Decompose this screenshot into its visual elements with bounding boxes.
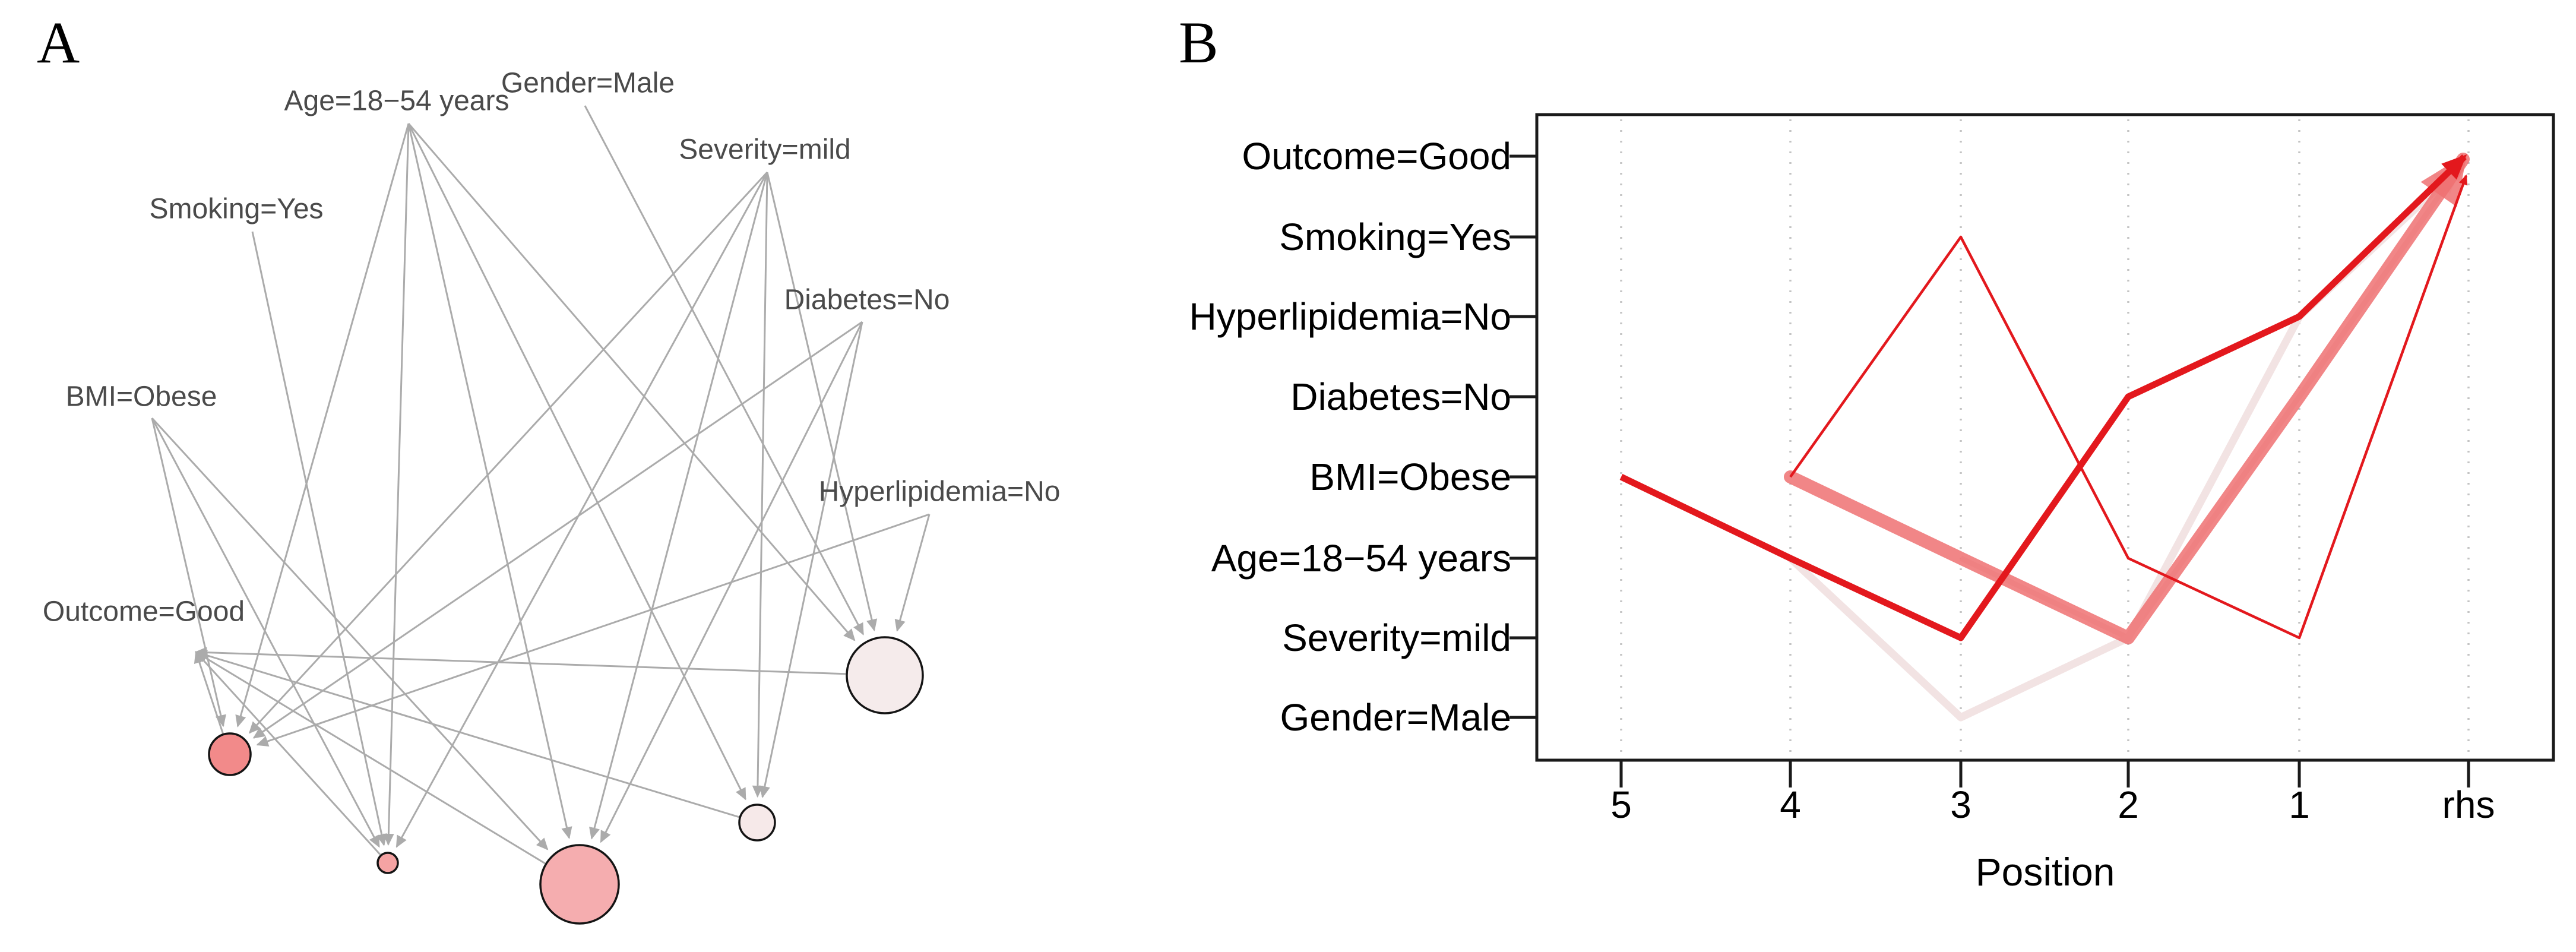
- y-axis-label: Gender=Male: [1280, 696, 1511, 739]
- edge-item-to-rule: [407, 123, 746, 801]
- x-axis-tick-label: 2: [2118, 783, 2139, 826]
- edge-item-to-rule: [589, 172, 768, 840]
- item-label: Gender=Male: [501, 67, 675, 99]
- edge-item-to-rule: [251, 231, 387, 846]
- edge-item-to-rule: [584, 105, 864, 635]
- item-label: Smoking=Yes: [149, 193, 324, 225]
- y-axis-label: Smoking=Yes: [1279, 216, 1511, 258]
- rule-node-C5: [846, 636, 924, 714]
- paracoord-line-rule-3: [1789, 174, 2468, 640]
- edge-item-to-rule: [252, 321, 863, 739]
- rule-node-C2: [376, 852, 399, 874]
- edge-item-to-rule: [759, 321, 863, 798]
- edge-item-to-rule: [766, 172, 878, 632]
- plot-box: [1535, 113, 2555, 762]
- edge-rule-to-outcome: [195, 651, 546, 865]
- edge-item-to-rule: [151, 418, 380, 848]
- edge-rule-to-outcome: [194, 647, 846, 675]
- x-axis-tick-label: 5: [1610, 783, 1632, 826]
- item-label: BMI=Obese: [65, 381, 217, 413]
- edge-rule-to-outcome: [195, 651, 381, 855]
- rule-node-C4: [738, 804, 776, 842]
- y-axis-label: Outcome=Good: [1242, 135, 1511, 178]
- x-axis-tick-label: 1: [2289, 783, 2310, 826]
- paracoord-line-rule-1: [1619, 154, 2467, 641]
- y-axis-label: BMI=Obese: [1309, 456, 1511, 498]
- rule-node-C1: [208, 732, 252, 776]
- edge-item-to-rule: [151, 417, 549, 850]
- y-axis-label: Hyperlipidemia=No: [1189, 295, 1511, 338]
- panel-b-letter: B: [1179, 10, 1219, 75]
- edge-item-to-rule: [752, 172, 768, 798]
- edge-item-to-rule: [407, 123, 856, 641]
- x-axis-tick-label: 4: [1780, 783, 1801, 826]
- item-label: Severity=mild: [679, 134, 851, 166]
- edge-item-to-rule: [894, 514, 931, 632]
- edge-rule-to-outcome: [194, 650, 739, 818]
- paracoord-line-rule-2: [1784, 153, 2470, 644]
- y-axis-label: Severity=mild: [1282, 616, 1511, 659]
- edge-item-to-rule: [256, 513, 930, 747]
- item-label-outcome: Outcome=Good: [42, 596, 245, 628]
- x-axis-tick-label: 3: [1950, 783, 1971, 826]
- x-axis-title: Position: [1975, 850, 2115, 894]
- edge-item-to-rule: [600, 321, 863, 843]
- edge-item-to-rule: [395, 172, 768, 848]
- item-label: Age=18−54 years: [284, 85, 509, 117]
- edge-item-to-rule: [383, 123, 410, 846]
- edge-rule-to-outcome: [194, 651, 224, 734]
- edge-item-to-rule: [235, 123, 410, 728]
- edge-item-to-rule: [407, 123, 572, 839]
- y-axis-label: Diabetes=No: [1290, 375, 1511, 418]
- edge-item-to-rule: [248, 171, 768, 734]
- y-axis-label: Age=18−54 years: [1211, 537, 1511, 580]
- x-axis-tick-label: rhs: [2442, 783, 2495, 826]
- rule-node-C3: [539, 844, 620, 925]
- edge-item-to-rule: [151, 418, 226, 728]
- item-label: Diabetes=No: [784, 284, 950, 316]
- panel-a-letter: A: [37, 10, 80, 75]
- item-label: Hyperlipidemia=No: [818, 476, 1061, 508]
